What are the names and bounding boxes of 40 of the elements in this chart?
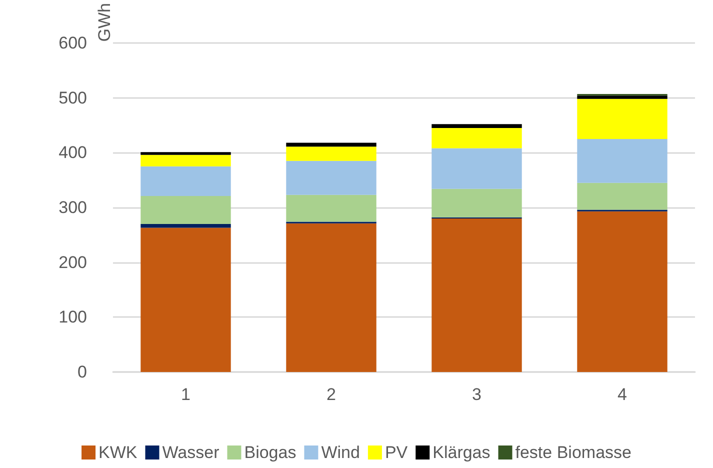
y-tick-label: 500 (58, 88, 87, 108)
bar (286, 223, 376, 372)
y-tick-label: 400 (58, 143, 87, 162)
bar (432, 218, 522, 372)
y-tick-label: 100 (58, 308, 87, 327)
bar (140, 196, 231, 224)
bar (140, 224, 231, 228)
legend-label: Klärgas (432, 443, 490, 462)
bar (140, 154, 231, 166)
bar (286, 142, 376, 147)
x-tick-label: 3 (472, 385, 482, 404)
legend-label: feste Biomasse (515, 443, 632, 462)
bar (577, 211, 668, 372)
y-tick-label: 0 (78, 362, 87, 382)
bar (286, 194, 376, 222)
bar (140, 228, 231, 372)
y-axis-title: GWh (95, 3, 114, 42)
bar (286, 146, 376, 161)
bar (286, 160, 376, 195)
bar (432, 188, 522, 218)
y-tick-label: 200 (58, 252, 87, 272)
legend-label: Wasser (162, 443, 220, 462)
bar (140, 166, 231, 196)
legend-label: Wind (321, 443, 360, 462)
bar (432, 124, 522, 128)
legend-label: PV (384, 443, 408, 462)
bar (577, 138, 668, 183)
bar (140, 152, 231, 155)
y-tick-label: 600 (58, 34, 87, 52)
bar (577, 182, 668, 210)
x-tick-label: 1 (181, 385, 190, 404)
bar (577, 96, 668, 99)
legend-label: KWK (98, 443, 138, 462)
bar (432, 128, 522, 148)
bar (432, 148, 522, 189)
x-tick-label: 4 (618, 385, 627, 404)
x-tick-label: 2 (326, 385, 336, 404)
y-tick-label: 300 (58, 198, 87, 217)
legend-label: Biogas (244, 443, 296, 462)
bar (577, 98, 668, 139)
